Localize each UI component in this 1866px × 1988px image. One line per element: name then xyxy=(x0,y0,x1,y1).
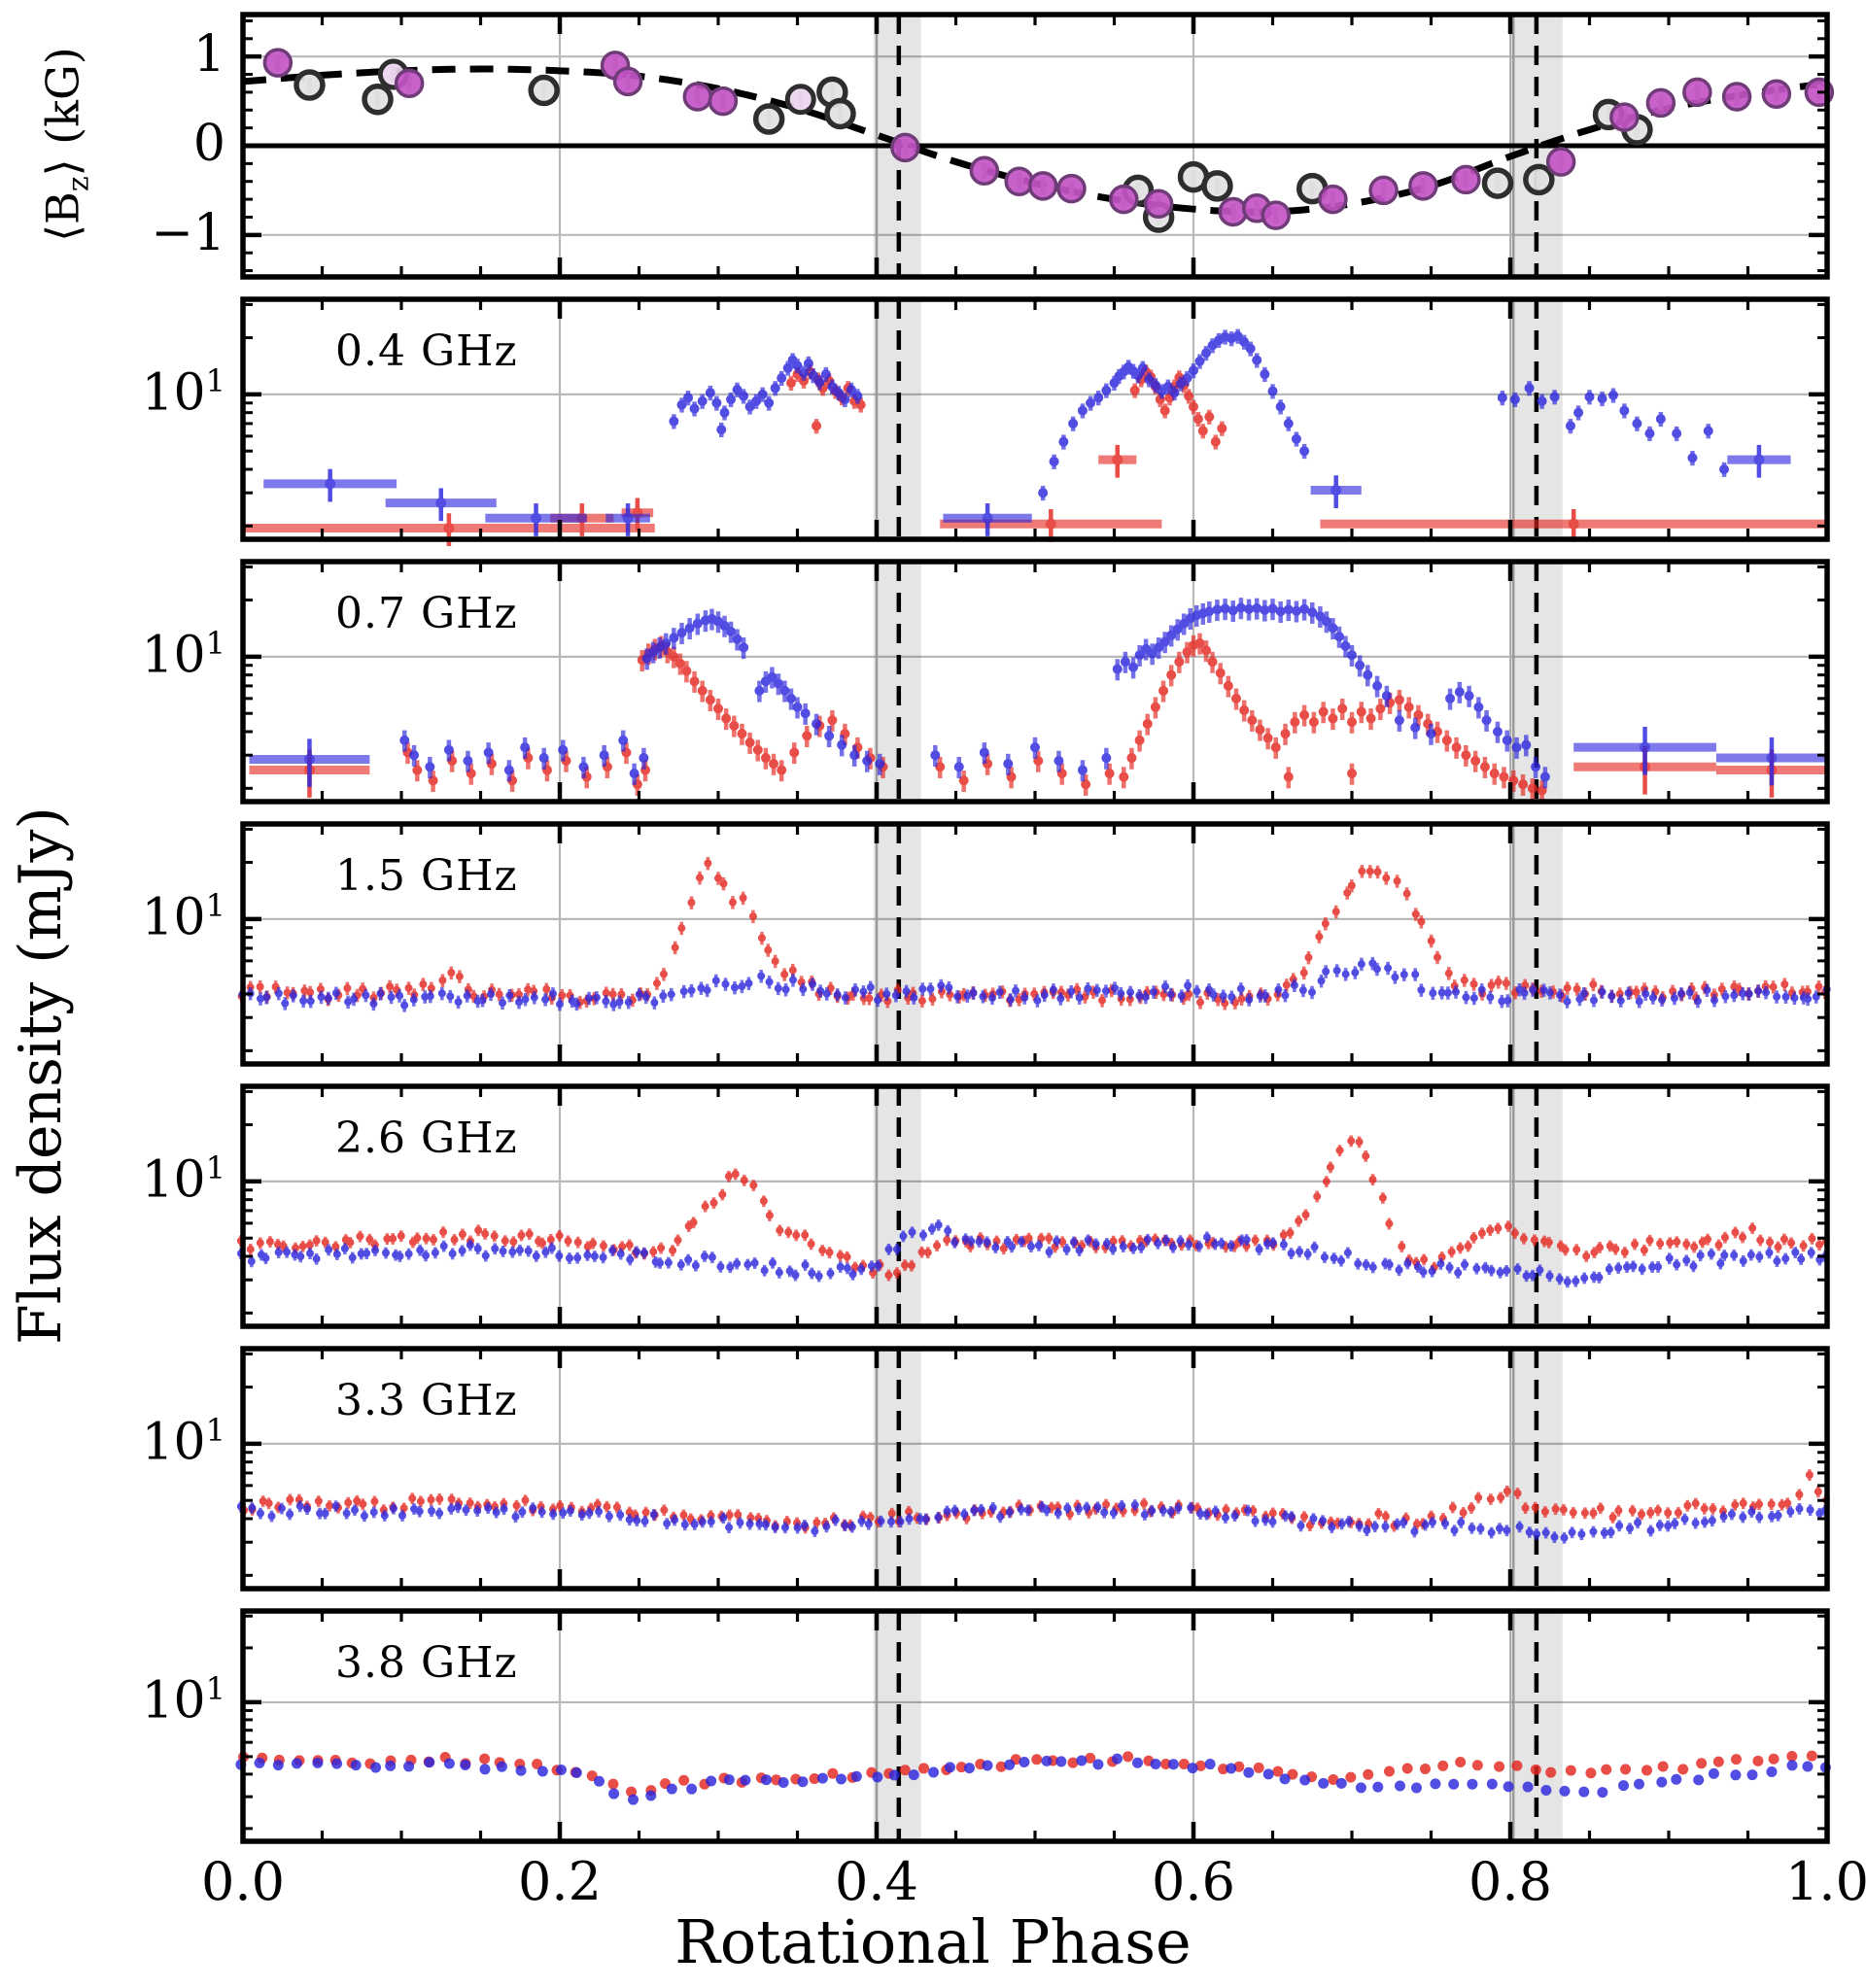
bz-point-purple xyxy=(890,132,920,163)
series-blue xyxy=(238,956,1831,1012)
series-blue xyxy=(236,1499,1829,1544)
bz-point-purple xyxy=(1261,200,1292,230)
bz-point-purple xyxy=(1721,82,1752,112)
panel-label-f26: 2.6 GHz xyxy=(335,1114,518,1163)
bz-point-purple xyxy=(1761,79,1792,109)
series-red xyxy=(236,1135,1830,1282)
bz-point-open xyxy=(362,83,394,116)
bz-point-purple xyxy=(1645,87,1676,119)
bz-point-purple xyxy=(1056,173,1087,204)
series-blue xyxy=(236,1219,1829,1288)
x-tick-label-0.8: 0.8 xyxy=(1469,1851,1552,1912)
bz-point-open xyxy=(528,74,560,107)
x-tick-label-0.0: 0.0 xyxy=(201,1851,285,1912)
bz-point-open xyxy=(1523,163,1555,196)
panel-label-f04: 0.4 GHz xyxy=(335,326,518,376)
panel-label-f15: 1.5 GHz xyxy=(335,851,518,901)
panel-label-f38: 3.8 GHz xyxy=(335,1638,518,1688)
bz-point-lightpurple xyxy=(784,84,816,116)
bz-point-purple xyxy=(1109,184,1139,215)
series-blue xyxy=(249,598,1827,789)
bz-point-open xyxy=(1481,167,1514,199)
x-tick-label-0.4: 0.4 xyxy=(835,1851,918,1912)
bz-point-purple xyxy=(1545,147,1576,177)
bz-point-purple xyxy=(262,48,294,78)
x-tick-label-0.2: 0.2 xyxy=(518,1851,602,1912)
x-axis-label: Rotational Phase xyxy=(674,1906,1192,1977)
bz-point-purple xyxy=(708,86,739,117)
bz-point-purple xyxy=(1408,171,1438,201)
y-tick-label-f15: 101 xyxy=(141,886,225,947)
y-tick-label-bz-1: 1 xyxy=(192,25,225,85)
panel-label-f07: 0.7 GHz xyxy=(335,589,518,638)
bz-point-purple xyxy=(1682,77,1712,108)
bz-point-purple xyxy=(1318,184,1348,215)
bz-point-purple xyxy=(1027,171,1058,201)
bz-point-purple xyxy=(1609,102,1640,132)
y-tick-label-bz-−1: −1 xyxy=(151,203,225,262)
x-tick-label-0.6: 0.6 xyxy=(1152,1851,1235,1912)
bz-point-purple xyxy=(1143,189,1174,219)
panel-label-f33: 3.3 GHz xyxy=(335,1376,518,1425)
bz-point-purple xyxy=(612,66,643,97)
y-tick-label-f38: 101 xyxy=(141,1669,225,1731)
bz-point-purple xyxy=(1451,164,1481,195)
y-tick-label-f07: 101 xyxy=(141,624,225,685)
series-blue xyxy=(235,1753,1831,1805)
y-tick-label-f04: 101 xyxy=(141,361,225,423)
y-tick-label-f33: 101 xyxy=(141,1411,225,1472)
y-tick-label-f26: 101 xyxy=(141,1148,225,1210)
series-blue xyxy=(263,328,1791,536)
bz-point-purple xyxy=(969,155,1000,186)
bz-point-purple xyxy=(1368,175,1399,206)
bz-point-open xyxy=(1201,170,1233,202)
bz-point-open xyxy=(824,97,856,130)
bz-point-purple xyxy=(394,68,425,98)
bz-point-open xyxy=(294,69,326,101)
bz-point-open xyxy=(752,103,785,135)
x-tick-label-1.0: 1.0 xyxy=(1785,1851,1866,1912)
y-tick-label-bz-0: 0 xyxy=(192,115,225,173)
